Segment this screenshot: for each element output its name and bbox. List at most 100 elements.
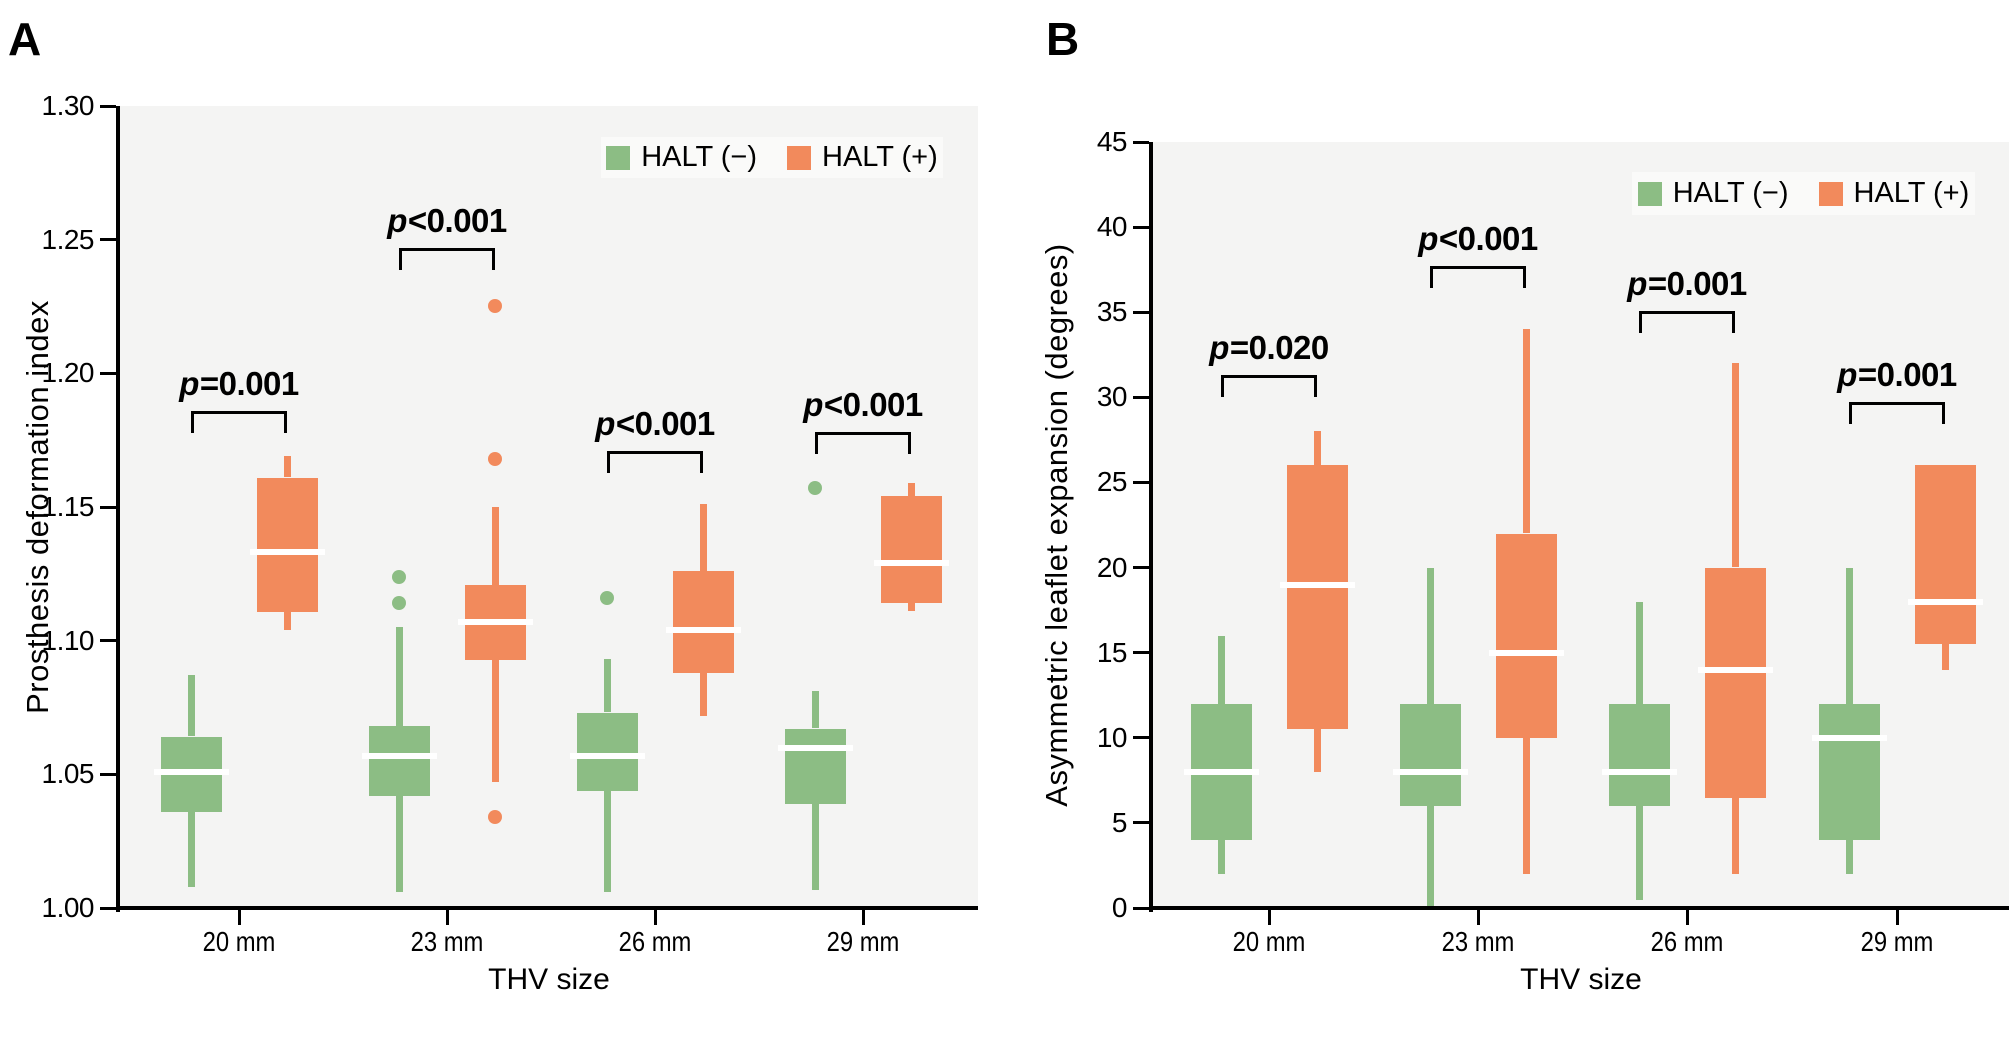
panel-a-y-tick: [100, 773, 116, 776]
panel-b-halt-neg-26-mm-box: [1609, 704, 1670, 806]
panel-b-halt-neg-26-mm-median-line: [1602, 769, 1677, 775]
panel-a-26-mm-p-value-label: p<0.001: [595, 405, 715, 442]
legend-swatch-icon: [787, 145, 811, 170]
panel-b-y-tick: [1133, 481, 1149, 484]
panel-a-y-tick-label: 1.00: [41, 892, 95, 923]
panel-b-29-mm-significance-bracket: [1849, 402, 1945, 405]
panel-a-halt-neg-23-mm-whisker-bottom: [396, 796, 403, 892]
panel-a-legend-item-halt-pos: HALT (+): [787, 141, 938, 174]
panel-b-20-mm-significance-bracket-left-tick: [1221, 375, 1224, 397]
panel-b-y-tick-label: 15: [1096, 637, 1128, 668]
panel-b-x-tick-label-20-mm: 20 mm: [1232, 926, 1306, 957]
panel-b-29-mm-significance-bracket-right-tick: [1942, 402, 1945, 424]
panel-b-20-mm-p-value-label: p=0.020: [1209, 329, 1329, 366]
panel-a-halt-neg-26-mm-whisker-bottom: [604, 790, 611, 892]
panel-b-x-axis-spine: [1149, 906, 2009, 910]
panel-a-halt-neg-26-mm-box: [577, 713, 638, 791]
panel-a-y-tick-label: 1.10: [41, 625, 95, 656]
panel-b-x-tick-label-26-mm: 26 mm: [1650, 926, 1724, 957]
panel-a-halt-neg-20-mm-whisker-top: [188, 675, 195, 736]
panel-a-halt-neg-29-mm-outlier-dot-0: [808, 481, 822, 495]
panel-b-halt-pos-26-mm-whisker-bottom: [1732, 797, 1739, 874]
panel-a-x-axis-spine: [116, 906, 978, 910]
panel-a-halt-pos-23-mm-whisker-bottom: [492, 659, 499, 782]
panel-a-y-axis-label: Prosthesis deformation index: [20, 300, 55, 714]
panel-a-20-mm-significance-bracket: [191, 411, 287, 414]
panel-b-23-mm-significance-bracket-left-tick: [1430, 266, 1433, 288]
panel-b-halt-neg-29-mm-whisker-top: [1846, 568, 1853, 704]
panel-b-y-tick-label: 5: [1111, 807, 1128, 838]
panel-b-y-tick: [1133, 736, 1149, 739]
panel-a-halt-pos-20-mm-whisker-top: [284, 456, 291, 477]
panel-b-halt-pos-29-mm-box: [1915, 465, 1976, 644]
panel-b-legend-item-halt-pos: HALT (+): [1818, 177, 1969, 210]
panel-b-halt-neg-29-mm-median-line: [1812, 735, 1887, 741]
panel-b-y-tick: [1133, 396, 1149, 399]
panel-b-y-tick: [1133, 907, 1149, 910]
panel-b-y-tick-label: 40: [1096, 211, 1128, 242]
panel-a-halt-neg-23-mm-box: [369, 726, 430, 796]
panel-b-23-mm-significance-bracket: [1430, 266, 1526, 269]
panel-b-29-mm-p-value-label: p=0.001: [1837, 356, 1957, 393]
panel-a-x-tick-label-26-mm: 26 mm: [618, 926, 692, 957]
panel-a-y-tick-label: 1.05: [41, 758, 95, 789]
panel-b-y-tick-label: 0: [1111, 892, 1128, 923]
panel-b-y-tick-label: 35: [1096, 296, 1128, 327]
panel-a-y-tick: [100, 639, 116, 642]
panel-b-letter: B: [1046, 13, 1080, 65]
panel-a-halt-pos-23-mm-whisker-top: [492, 507, 499, 585]
panel-b-y-tick: [1133, 651, 1149, 654]
panel-a-23-mm-significance-bracket: [399, 248, 495, 251]
panel-a-halt-pos-26-mm-box: [673, 571, 734, 673]
panel-b-y-tick: [1133, 141, 1149, 144]
panel-b-y-tick: [1133, 226, 1149, 229]
panel-b-23-mm-p-value-label: p<0.001: [1418, 220, 1538, 257]
panel-a-x-tick-label-23-mm: 23 mm: [410, 926, 484, 957]
panel-a-legend: HALT (−) HALT (+): [601, 137, 943, 178]
panel-b-x-tick: [1268, 910, 1271, 925]
panel-b-legend-item-halt-neg: HALT (−): [1637, 177, 1789, 210]
panel-b-x-tick: [1896, 910, 1899, 925]
panel-b-halt-neg-20-mm-whisker-top: [1218, 636, 1225, 704]
panel-a-y-tick: [100, 105, 116, 108]
panel-a-halt-pos-29-mm-whisker-top: [908, 483, 915, 496]
panel-a-halt-neg-23-mm-median-line: [362, 753, 437, 759]
panel-a-legend-item-halt-neg: HALT (−): [606, 141, 757, 174]
panel-b-halt-neg-29-mm-box: [1819, 704, 1880, 840]
legend-label: HALT (−): [641, 141, 757, 173]
panel-b-y-tick-label: 45: [1096, 126, 1128, 157]
panel-a-x-tick: [446, 910, 449, 925]
panel-a-halt-pos-23-mm-outlier-dot-1: [488, 452, 502, 466]
panel-a-y-tick: [100, 372, 116, 375]
panel-a-halt-neg-20-mm-whisker-bottom: [188, 812, 195, 887]
panel-b-26-mm-significance-bracket-left-tick: [1639, 311, 1642, 333]
panel-a-halt-pos-26-mm-whisker-top: [700, 504, 707, 571]
panel-a-halt-neg-29-mm-whisker-bottom: [812, 804, 819, 890]
panel-a-y-tick: [100, 506, 116, 509]
p-italic: p: [1418, 220, 1438, 257]
panel-a-29-mm-significance-bracket-right-tick: [908, 432, 911, 454]
panel-a-20-mm-p-value-label: p=0.001: [179, 365, 299, 402]
panel-a-halt-pos-20-mm-box: [257, 478, 318, 612]
panel-b-29-mm-significance-bracket-left-tick: [1849, 402, 1852, 424]
p-italic: p: [1627, 265, 1647, 302]
panel-b-halt-pos-29-mm-median-line: [1908, 599, 1983, 605]
panel-b-x-tick: [1686, 910, 1689, 925]
panel-a-halt-pos-23-mm-median-line: [458, 619, 533, 625]
panel-a-halt-pos-26-mm-whisker-bottom: [700, 673, 707, 716]
panel-a-x-tick-label-29-mm: 29 mm: [826, 926, 900, 957]
panel-a-halt-pos-29-mm-median-line: [874, 560, 949, 566]
panel-b-26-mm-significance-bracket: [1639, 311, 1735, 314]
legend-label: HALT (+): [822, 141, 938, 173]
panel-a-halt-pos-23-mm-outlier-dot-0: [488, 810, 502, 824]
panel-b-y-tick: [1133, 311, 1149, 314]
panel-b-y-axis-spine: [1149, 142, 1153, 912]
panel-a-y-tick: [100, 907, 116, 910]
panel-a-29-mm-significance-bracket-left-tick: [815, 432, 818, 454]
panel-a-halt-pos-29-mm-box: [881, 496, 942, 603]
legend-swatch-icon: [1818, 181, 1843, 206]
panel-b-x-tick-label-29-mm: 29 mm: [1860, 926, 1934, 957]
panel-b-halt-pos-26-mm-median-line: [1698, 667, 1773, 673]
panel-b-23-mm-significance-bracket-right-tick: [1523, 266, 1526, 288]
